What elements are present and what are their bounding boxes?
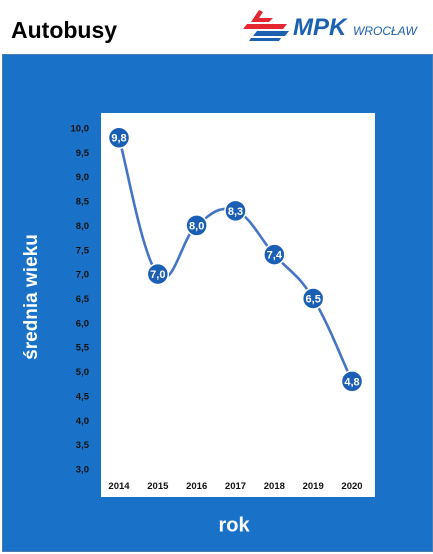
data-label: 6,5 [306,294,321,306]
data-point [224,199,247,223]
data-label: 8,0 [189,220,204,232]
y-tick-label: 6,0 [76,318,89,329]
y-tick-label: 6,5 [76,294,90,305]
logo-brand-text: MPK [293,14,348,41]
y-tick-label: 5,5 [76,343,90,354]
y-tick-label: 4,0 [76,416,89,427]
x-tick-label: 2017 [225,481,246,492]
data-point [107,126,131,149]
y-tick-label: 8,5 [76,197,90,208]
y-tick-label: 7,0 [76,270,89,281]
data-markers: 9,8 7,0 8,0 8,3 7,4 6,5 4,8 [107,126,364,393]
data-point [340,370,364,393]
logo-city-text: WROCŁAW [353,24,418,38]
y-axis-label: średnia wieku [21,234,42,360]
page-title: Autobusy [11,17,118,43]
data-point [263,243,286,266]
data-point [301,287,325,310]
header: Autobusy MPK WROCŁAW [0,0,433,54]
y-tick-label: 7,5 [76,245,90,256]
y-tick-label: 9,5 [76,148,90,159]
logo-red-mark [251,10,273,22]
mpk-logo: MPK WROCŁAW [243,10,418,41]
logo-red-bar [243,24,287,29]
y-tick-label: 5,0 [76,367,89,378]
y-tick-label: 10,0 [71,124,90,135]
y-tick-label: 4,5 [76,391,90,402]
y-tick-label: 8,0 [76,221,89,232]
data-label: 9,8 [111,133,126,145]
x-tick-label: 2018 [264,481,285,492]
data-label: 4,8 [344,376,359,388]
plot-area [101,113,375,497]
y-tick-label: 9,0 [76,172,89,183]
data-label: 8,3 [228,206,243,218]
data-label: 7,4 [267,250,283,262]
x-tick-label: 2014 [108,481,130,492]
x-tick-label: 2020 [341,481,362,492]
data-label: 7,0 [150,269,165,281]
data-point [146,262,170,286]
x-tick-label: 2016 [186,481,207,492]
y-axis-ticks: 3,0 3,5 4,0 4,5 5,0 5,5 6,0 6,5 7,0 7,5 8,0 8,5 9,0 9… [71,124,90,476]
x-tick-label: 2015 [147,481,169,492]
x-axis-label: rok [218,514,250,537]
data-point [185,214,208,237]
y-tick-label: 3,0 [76,465,89,476]
x-tick-label: 2019 [303,481,324,492]
y-tick-label: 3,5 [76,440,90,451]
logo-blue-mark [249,31,289,41]
x-axis-ticks: 2014 2015 2016 2017 2018 2019 2020 [108,481,362,492]
